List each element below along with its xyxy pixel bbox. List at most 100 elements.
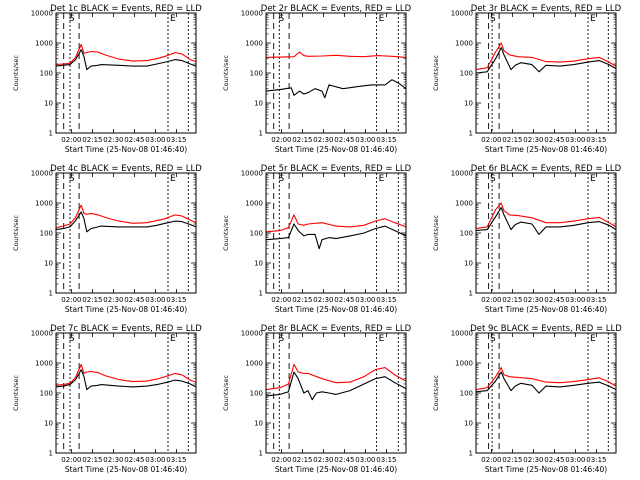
y-tick-label: 1000: [245, 360, 263, 368]
start-marker-label: S: [490, 14, 496, 24]
y-tick-label: 1000: [245, 200, 263, 208]
y-tick-label: 1: [259, 290, 263, 298]
start-marker-label: S: [279, 174, 285, 184]
panel-1: Det 1c BLACK = Events, RED = LLD Counts/s…: [12, 4, 202, 154]
y-axis-label: Counts/sec: [12, 55, 20, 91]
x-axis-label: Start Time (25-Nov-08 01:46:40): [65, 465, 187, 474]
series-red-lld-line: [475, 42, 617, 71]
y-axis-label: Counts/sec: [432, 215, 440, 251]
y-tick-label: 1000: [35, 360, 53, 368]
y-tick-label: 10: [44, 100, 53, 108]
x-tick-label: 02:45: [124, 456, 144, 464]
start-marker-label: S: [69, 174, 75, 184]
y-tick-label: 1: [49, 450, 53, 458]
start-marker-label: S: [490, 334, 496, 344]
x-tick-label: 03:15: [166, 296, 186, 304]
x-tick-label: 03:15: [376, 456, 396, 464]
y-tick-label: 10: [464, 260, 473, 268]
x-axis-label: Start Time (25-Nov-08 01:46:40): [485, 305, 607, 314]
panel-title: Det 1c BLACK = Events, RED = LLD: [50, 4, 202, 14]
plot-frame: [265, 332, 407, 454]
panel-2: Det 2r BLACK = Events, RED = LLD Counts/s…: [222, 4, 412, 154]
y-tick-label: 100: [40, 70, 53, 78]
y-tick-label: 100: [460, 230, 473, 238]
end-marker-label: E: [590, 14, 596, 24]
end-marker-label: E: [170, 14, 176, 24]
start-marker-label: S: [69, 334, 75, 344]
x-tick-label: 02:45: [334, 296, 354, 304]
y-tick-label: 10: [254, 260, 263, 268]
panel-title: Det 6r BLACK = Events, RED = LLD: [471, 164, 622, 174]
end-marker-label: E: [590, 334, 596, 344]
y-tick-label: 10000: [451, 170, 473, 178]
start-marker-label: S: [69, 14, 75, 24]
x-axis-label: Start Time (25-Nov-08 01:46:40): [65, 305, 187, 314]
y-axis-label: Counts/sec: [12, 375, 20, 411]
x-tick-label: 02:00: [61, 136, 81, 144]
y-axis-label: Counts/sec: [222, 55, 230, 91]
y-tick-label: 10000: [241, 10, 263, 18]
plot-frame: [265, 12, 407, 134]
x-tick-label: 02:30: [313, 296, 333, 304]
series-red-lld-line: [475, 202, 617, 230]
y-tick-label: 1: [469, 290, 473, 298]
x-axis-label: Start Time (25-Nov-08 01:46:40): [275, 465, 397, 474]
x-tick-label: 02:30: [103, 296, 123, 304]
y-tick-label: 100: [250, 390, 263, 398]
y-tick-label: 1000: [455, 40, 473, 48]
panel-title: Det 3r BLACK = Events, RED = LLD: [471, 4, 622, 14]
end-marker-label: E: [379, 174, 385, 184]
y-tick-label: 10: [44, 420, 53, 428]
panel-title: Det 2r BLACK = Events, RED = LLD: [261, 4, 412, 14]
plot-frame: [55, 332, 197, 454]
y-tick-label: 100: [250, 230, 263, 238]
x-tick-label: 02:15: [292, 296, 312, 304]
y-tick-label: 10: [254, 420, 263, 428]
x-tick-label: 02:15: [82, 296, 102, 304]
panel-title: Det 4c BLACK = Events, RED = LLD: [50, 164, 202, 174]
x-tick-label: 02:30: [313, 456, 333, 464]
series-black-events-line: [475, 47, 617, 74]
start-marker-label: S: [279, 14, 285, 24]
y-tick-label: 10000: [451, 330, 473, 338]
series-black-events-line: [55, 369, 197, 391]
plot-frame: [475, 332, 617, 454]
y-tick-label: 1: [469, 450, 473, 458]
series-red-lld-line: [265, 363, 407, 391]
x-tick-label: 02:30: [103, 136, 123, 144]
x-tick-label: 02:15: [292, 136, 312, 144]
y-tick-label: 1: [49, 290, 53, 298]
x-tick-label: 02:30: [313, 136, 333, 144]
x-tick-label: 03:00: [145, 136, 165, 144]
series-black-events-line: [265, 371, 407, 401]
x-tick-label: 02:45: [544, 296, 564, 304]
panel-7: Det 7c BLACK = Events, RED = LLD Counts/s…: [12, 324, 202, 474]
x-tick-label: 02:45: [544, 136, 564, 144]
x-axis-label: Start Time (25-Nov-08 01:46:40): [275, 145, 397, 154]
x-tick-label: 02:00: [481, 456, 501, 464]
x-tick-label: 02:45: [334, 456, 354, 464]
series-red-lld-line: [475, 367, 617, 391]
y-tick-label: 10000: [241, 170, 263, 178]
x-axis-label: Start Time (25-Nov-08 01:46:40): [65, 145, 187, 154]
y-tick-label: 10: [464, 420, 473, 428]
panel-title: Det 9c BLACK = Events, RED = LLD: [470, 324, 622, 334]
x-tick-label: 03:15: [166, 136, 186, 144]
x-tick-label: 03:15: [376, 136, 396, 144]
x-tick-label: 02:45: [124, 136, 144, 144]
y-tick-label: 10000: [451, 10, 473, 18]
series-black-events-line: [475, 371, 617, 394]
y-tick-label: 10000: [31, 170, 53, 178]
panel-9: Det 9c BLACK = Events, RED = LLD Counts/s…: [432, 324, 622, 474]
y-tick-label: 100: [40, 390, 53, 398]
x-tick-label: 02:45: [124, 296, 144, 304]
x-tick-label: 02:00: [481, 136, 501, 144]
y-tick-label: 1: [469, 130, 473, 138]
x-tick-label: 03:00: [565, 296, 585, 304]
x-tick-label: 02:00: [481, 296, 501, 304]
y-tick-label: 10: [254, 100, 263, 108]
start-marker-label: S: [279, 334, 285, 344]
x-tick-label: 02:15: [82, 136, 102, 144]
x-tick-label: 02:30: [523, 136, 543, 144]
plot-frame: [475, 172, 617, 294]
